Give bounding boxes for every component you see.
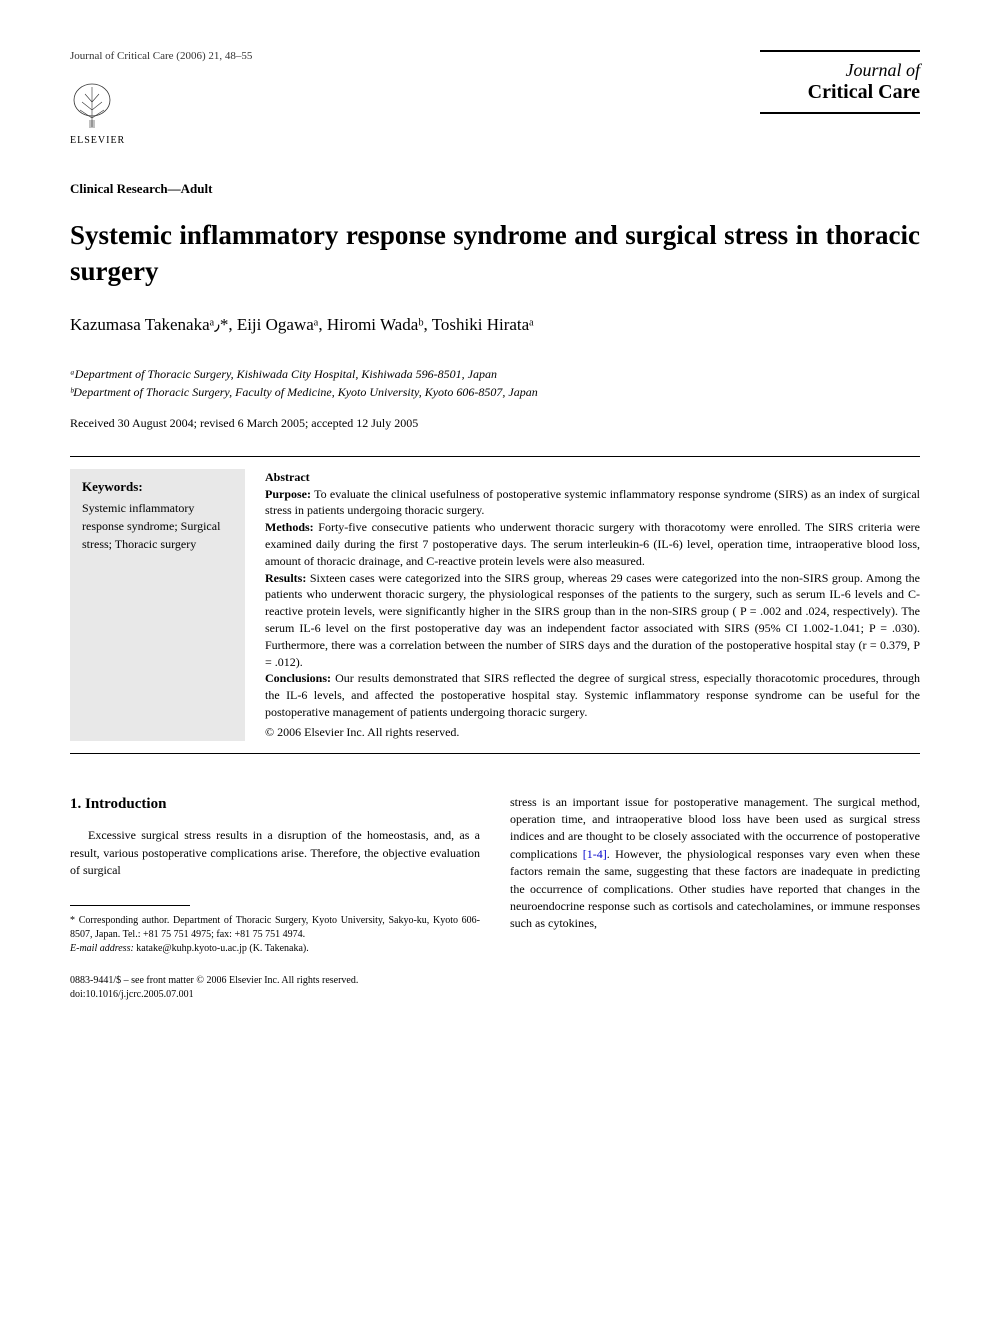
intro-heading: 1. Introduction xyxy=(70,794,480,816)
conclusions-text: Our results demonstrated that SIRS refle… xyxy=(265,671,920,719)
email-address: katake@kuhp.kyoto-u.ac.jp (K. Takenaka). xyxy=(134,943,309,954)
authors: Kazumasa Takenakaᵃ٫*, Eiji Ogawaᵃ, Hirom… xyxy=(70,315,920,335)
abstract-copyright: © 2006 Elsevier Inc. All rights reserved… xyxy=(265,724,920,741)
affiliation-a: ᵃDepartment of Thoracic Surgery, Kishiwa… xyxy=(70,365,920,383)
abstract-purpose: Purpose: To evaluate the clinical useful… xyxy=(265,486,920,520)
journal-citation: Journal of Critical Care (2006) 21, 48–5… xyxy=(70,50,252,62)
body-section: 1. Introduction Excessive surgical stres… xyxy=(70,794,920,1002)
journal-name-main: Critical Care xyxy=(760,81,920,104)
affiliations: ᵃDepartment of Thoracic Surgery, Kishiwa… xyxy=(70,365,920,401)
article-dates: Received 30 August 2004; revised 6 March… xyxy=(70,416,920,431)
publisher-logo: ELSEVIER xyxy=(70,82,252,146)
journal-header: Journal of Critical Care (2006) 21, 48–5… xyxy=(70,50,920,146)
results-text: Sixteen cases were categorized into the … xyxy=(265,571,920,669)
purpose-label: Purpose: xyxy=(265,487,311,501)
journal-name-box: Journal of Critical Care xyxy=(760,50,920,114)
article-title: Systemic inflammatory response syndrome … xyxy=(70,217,920,290)
header-left: Journal of Critical Care (2006) 21, 48–5… xyxy=(70,50,252,146)
footer-line2: doi:10.1016/j.jcrc.2005.07.001 xyxy=(70,988,480,1002)
keywords-heading: Keywords: xyxy=(82,479,233,495)
affiliation-b: ᵇDepartment of Thoracic Surgery, Faculty… xyxy=(70,383,920,401)
intro-para-left: Excessive surgical stress results in a d… xyxy=(70,827,480,879)
purpose-text: To evaluate the clinical usefulness of p… xyxy=(265,487,920,518)
abstract-conclusions: Conclusions: Our results demonstrated th… xyxy=(265,670,920,720)
abstract-content: Abstract Purpose: To evaluate the clinic… xyxy=(265,469,920,741)
email-label: E-mail address: xyxy=(70,943,134,954)
abstract-heading: Abstract xyxy=(265,469,920,486)
keywords-list: Systemic inflammatory response syndrome;… xyxy=(82,499,233,553)
publisher-name: ELSEVIER xyxy=(70,135,125,146)
journal-name-prefix: Journal of xyxy=(846,60,921,80)
right-column: stress is an important issue for postope… xyxy=(510,794,920,1002)
footnote-divider xyxy=(70,905,190,906)
email-note: E-mail address: katake@kuhp.kyoto-u.ac.j… xyxy=(70,942,480,956)
abstract-methods: Methods: Forty-five consecutive patients… xyxy=(265,519,920,569)
left-column: 1. Introduction Excessive surgical stres… xyxy=(70,794,480,1002)
intro-para-right: stress is an important issue for postope… xyxy=(510,794,920,933)
abstract-results: Results: Sixteen cases were categorized … xyxy=(265,570,920,671)
footer-info: 0883-9441/$ – see front matter © 2006 El… xyxy=(70,974,480,1002)
abstract-container: Keywords: Systemic inflammatory response… xyxy=(70,456,920,754)
corresponding-author-note: * Corresponding author. Department of Th… xyxy=(70,914,480,942)
reference-link-1-4[interactable]: [1-4] xyxy=(583,847,607,861)
footer-line1: 0883-9441/$ – see front matter © 2006 El… xyxy=(70,974,480,988)
section-type: Clinical Research—Adult xyxy=(70,181,920,197)
corresponding-text: * Corresponding author. Department of Th… xyxy=(70,915,480,940)
conclusions-label: Conclusions: xyxy=(265,671,331,685)
methods-label: Methods: xyxy=(265,520,314,534)
elsevier-tree-icon xyxy=(70,82,115,132)
keywords-box: Keywords: Systemic inflammatory response… xyxy=(70,469,245,741)
methods-text: Forty-five consecutive patients who unde… xyxy=(265,520,920,568)
results-label: Results: xyxy=(265,571,306,585)
